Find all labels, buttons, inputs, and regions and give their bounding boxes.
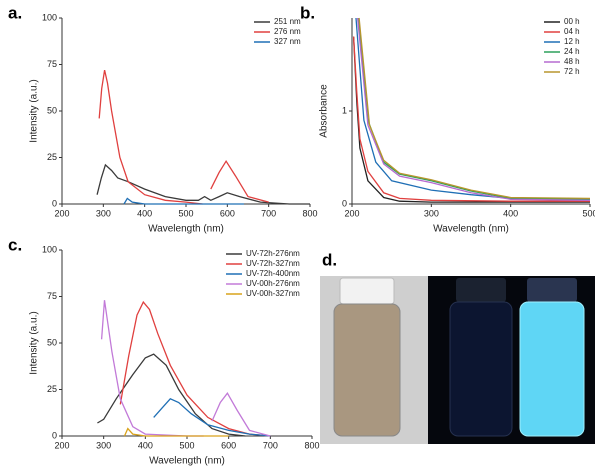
y-tick-label: 100 — [42, 12, 57, 22]
x-tick-label: 400 — [138, 440, 153, 450]
legend-label: UV-72h-327nm — [246, 259, 300, 268]
y-tick-label: 25 — [47, 152, 57, 162]
series-line — [97, 353, 246, 437]
series-line — [356, 17, 591, 201]
x-axis-title: Wavelength (nm) — [149, 456, 225, 467]
vial — [333, 303, 401, 437]
vial-cap — [527, 278, 577, 302]
x-tick-label: 300 — [96, 208, 111, 218]
y-axis-title: Absorbance — [319, 84, 330, 138]
x-axis-title: Wavelength (nm) — [148, 224, 224, 235]
series-line — [358, 17, 591, 200]
legend-label: UV-72h-400nm — [246, 269, 300, 278]
y-axis-title: Intensity (a.u.) — [29, 79, 40, 142]
y-tick-label: 0 — [52, 198, 57, 208]
legend-label: 72 h — [564, 67, 580, 76]
series-line — [153, 398, 271, 437]
legend-label: UV-00h-327nm — [246, 289, 300, 298]
x-tick-label: 700 — [261, 208, 276, 218]
panel-label: d. — [322, 250, 337, 269]
x-tick-label: 500 — [178, 208, 193, 218]
legend-label: 24 h — [564, 47, 580, 56]
legend-label: 276 nm — [274, 27, 301, 36]
x-tick-label: 200 — [344, 208, 359, 218]
y-tick-label: 75 — [47, 59, 57, 69]
legend-label: 251 nm — [274, 17, 301, 26]
legend-label: 12 h — [564, 37, 580, 46]
y-tick-label: 25 — [47, 384, 57, 394]
legend-label: 04 h — [564, 27, 580, 36]
x-tick-label: 800 — [302, 208, 317, 218]
photo: d. — [320, 250, 595, 444]
series-line — [123, 427, 229, 437]
x-tick-label: 300 — [96, 440, 111, 450]
series-line — [119, 300, 271, 437]
series-line — [98, 69, 269, 205]
legend-label: UV-00h-276nm — [246, 279, 300, 288]
panel-label: a. — [8, 3, 22, 22]
y-tick-label: 50 — [47, 337, 57, 347]
x-tick-label: 200 — [54, 440, 69, 450]
y-tick-label: 75 — [47, 291, 57, 301]
x-tick-label: 400 — [503, 208, 518, 218]
x-tick-label: 800 — [304, 440, 319, 450]
x-tick-label: 300 — [424, 208, 439, 218]
panel-label: c. — [8, 235, 22, 254]
legend-label: UV-72h-276nm — [246, 249, 300, 258]
series-line — [123, 197, 244, 205]
legend-label: 00 h — [564, 17, 580, 26]
x-tick-label: 600 — [221, 440, 236, 450]
y-tick-label: 0 — [342, 198, 347, 208]
y-tick-label: 50 — [47, 105, 57, 115]
x-tick-label: 600 — [220, 208, 235, 218]
series-line — [96, 163, 310, 205]
x-tick-label: 700 — [263, 440, 278, 450]
x-tick-label: 200 — [54, 208, 69, 218]
y-tick-label: 1 — [342, 105, 347, 115]
panel-label: b. — [300, 3, 315, 22]
x-tick-label: 500 — [179, 440, 194, 450]
y-axis-title: Intensity (a.u.) — [29, 311, 40, 374]
vial-cap — [339, 277, 395, 305]
series-line — [352, 36, 590, 202]
vial-cap — [456, 278, 506, 302]
x-tick-label: 400 — [137, 208, 152, 218]
legend-label: 327 nm — [274, 37, 301, 46]
y-tick-label: 0 — [52, 430, 57, 440]
vial — [519, 301, 585, 437]
vial — [449, 301, 513, 437]
y-tick-label: 100 — [42, 244, 57, 254]
x-tick-label: 500 — [582, 208, 595, 218]
legend-label: 48 h — [564, 57, 580, 66]
x-axis-title: Wavelength (nm) — [433, 224, 509, 235]
